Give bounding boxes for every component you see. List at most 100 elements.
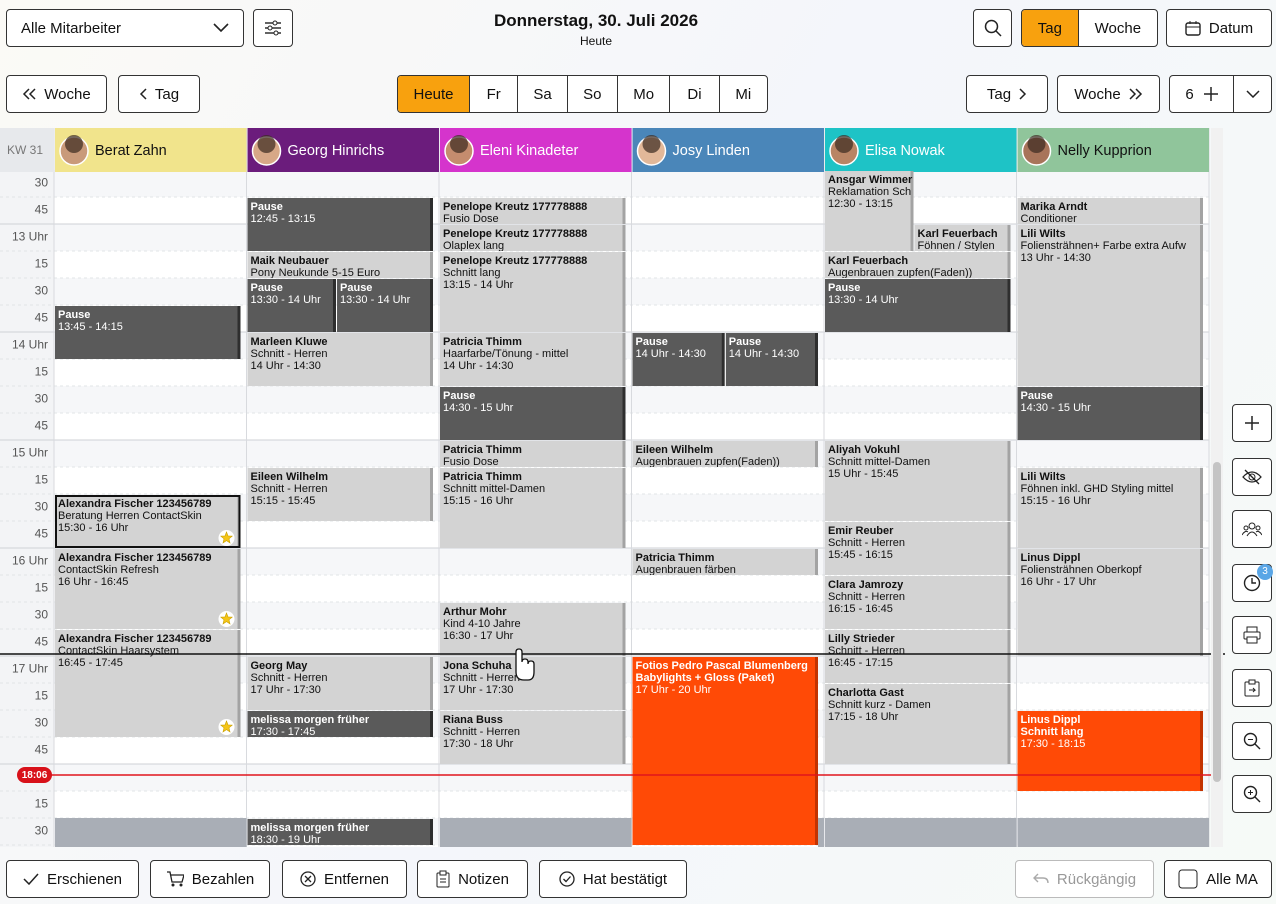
tool-zoom-out[interactable] [1232,722,1272,760]
day-button[interactable]: So [568,76,619,112]
appointment-bg [247,657,433,710]
column-count-menu[interactable] [1234,76,1271,112]
time-label: 15 [35,689,49,703]
scrollbar-thumb [1213,462,1221,782]
appointment-bg [247,711,433,737]
day-button[interactable]: Heute [398,76,471,112]
tool-add[interactable] [1232,404,1272,442]
appointment-detail: 17 Uhr - 20 Uhr [636,684,712,696]
appointment-bg [247,468,433,521]
tool-group[interactable] [1232,510,1272,548]
appointment-detail: 15:30 - 16 Uhr [58,522,129,534]
day-button[interactable]: Mi [735,85,752,103]
appointment-client: Emir Reuber [828,525,894,537]
appointment-bg [825,252,1011,278]
tool-zoom-in[interactable] [1232,775,1272,813]
time-label: 30 [35,608,49,622]
employee-select[interactable]: Alle Mitarbeiter [6,9,244,47]
appointment-edge [622,711,626,764]
action-confirmed[interactable]: Hat bestätigt [539,860,687,898]
appointment-client: Eileen Wilhelm [636,444,714,456]
search-button[interactable] [973,9,1012,47]
next-week[interactable]: Woche [1057,75,1160,113]
blocked-time [55,818,247,847]
day-button[interactable]: Fr [470,76,519,112]
filter-button[interactable] [253,9,293,47]
action-pay[interactable]: Bezahlen [150,860,270,898]
appointment-detail: Foliensträhnen+ Farbe extra Aufw [1021,240,1186,252]
next-day[interactable]: Tag [966,75,1048,113]
tool-clipboard[interactable] [1232,669,1272,707]
view-week[interactable]: Woche [1094,19,1142,37]
tool-print[interactable] [1232,616,1272,654]
day-button[interactable]: Di [670,76,720,112]
action-undo[interactable]: Rückgängig [1015,860,1154,898]
staff-avatar-hair [65,135,83,153]
appointment[interactable]: Fotios Pedro Pascal BlumenbergBabylights… [632,657,819,845]
action-pay-label: Bezahlen [191,870,255,888]
action-remove[interactable]: Entfernen [282,860,407,898]
day-button[interactable]: Mo [618,76,671,112]
column-count-add[interactable]: 6 [1170,76,1235,112]
appointment-client: Lili Wilts [1021,228,1066,240]
appointment-edge [1007,684,1011,764]
view-day[interactable]: Tag [1022,10,1079,46]
prev-week[interactable]: Woche [6,75,107,113]
blocked-time [825,818,1017,847]
action-all-staff[interactable]: Alle MA [1164,860,1272,898]
time-label: 30 [35,284,49,298]
day-button[interactable]: Sa [518,76,568,112]
date-button[interactable]: Datum [1166,9,1272,47]
prev-day[interactable]: Tag [118,75,200,113]
action-appeared[interactable]: Erschienen [6,860,139,898]
appointment-client: Patricia Thimm [443,336,522,348]
action-notes[interactable]: Notizen [417,860,528,898]
appointment-client: Penelope Kreutz 177778888 [443,228,587,240]
appointment-client: melissa morgen früher [251,714,370,726]
tool-hide[interactable] [1232,458,1272,496]
appointment-edge [1200,549,1203,656]
appointment-edge [1007,441,1011,521]
